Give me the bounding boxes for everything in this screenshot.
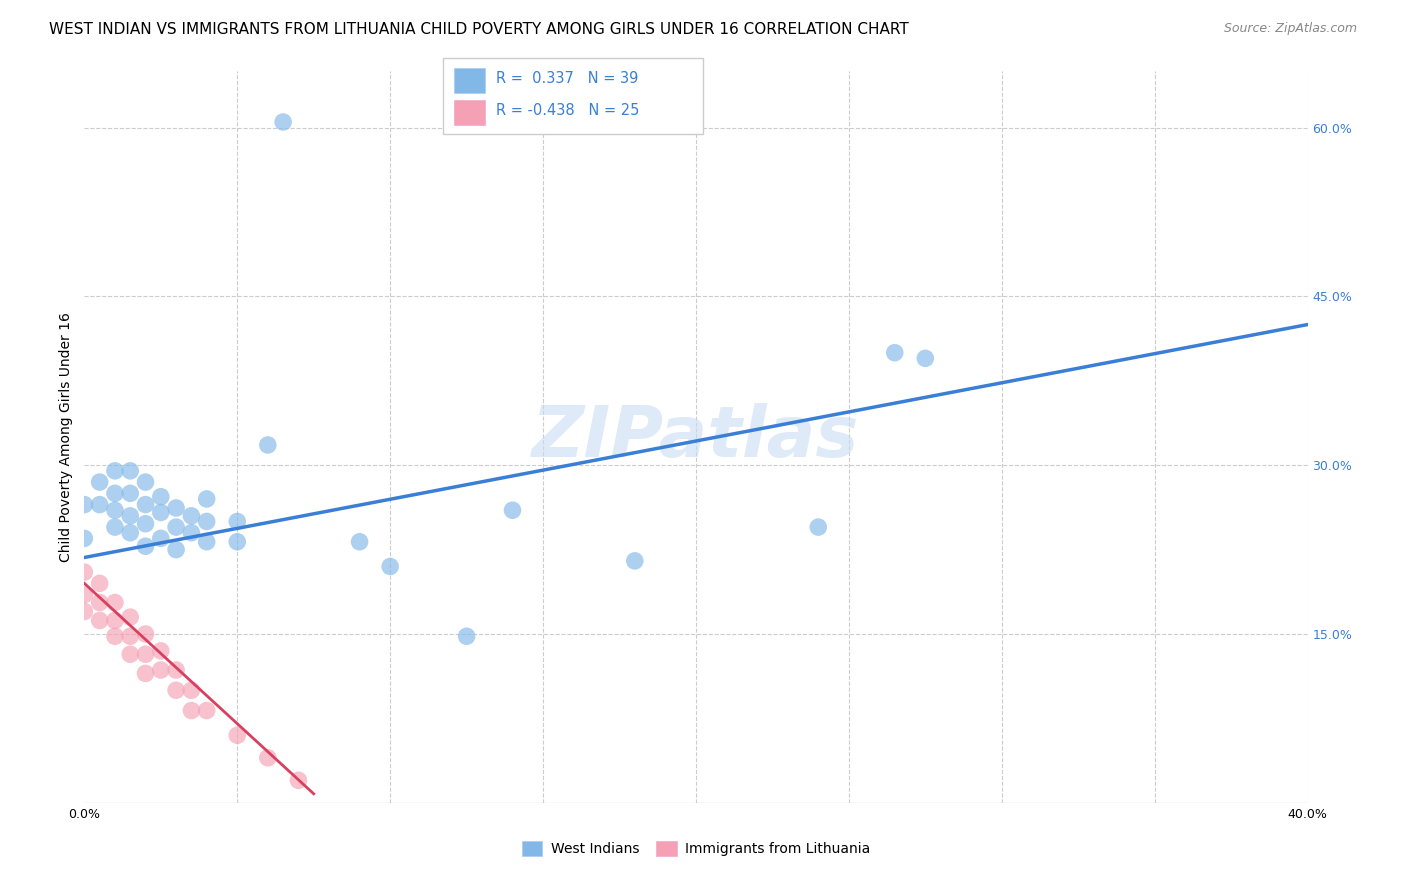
Point bbox=[120, 508, 142, 523]
Point bbox=[104, 503, 127, 517]
Point bbox=[165, 663, 187, 677]
Point bbox=[380, 559, 402, 574]
Point bbox=[120, 464, 142, 478]
Point bbox=[807, 520, 830, 534]
Point bbox=[104, 464, 127, 478]
Point bbox=[180, 683, 202, 698]
Point bbox=[195, 704, 218, 718]
Point bbox=[195, 491, 218, 506]
Text: ZIPatlas: ZIPatlas bbox=[533, 402, 859, 472]
Point bbox=[149, 663, 172, 677]
Point bbox=[149, 506, 172, 520]
Point bbox=[135, 539, 157, 553]
Point bbox=[135, 516, 157, 531]
Point bbox=[149, 490, 172, 504]
Point bbox=[165, 520, 187, 534]
Point bbox=[73, 498, 96, 512]
Y-axis label: Child Poverty Among Girls Under 16: Child Poverty Among Girls Under 16 bbox=[59, 312, 73, 562]
Point bbox=[226, 515, 249, 529]
Point bbox=[135, 647, 157, 661]
Point bbox=[226, 534, 249, 549]
Point bbox=[135, 498, 157, 512]
Point bbox=[624, 554, 647, 568]
Point bbox=[120, 629, 142, 643]
Point bbox=[257, 751, 280, 765]
Point bbox=[287, 773, 309, 788]
Point bbox=[226, 728, 249, 742]
Point bbox=[257, 438, 280, 452]
Point bbox=[135, 475, 157, 489]
Point bbox=[271, 115, 294, 129]
Point bbox=[120, 647, 142, 661]
Point bbox=[165, 500, 187, 515]
Point bbox=[89, 614, 111, 628]
Point bbox=[104, 614, 127, 628]
Point bbox=[73, 605, 96, 619]
Point bbox=[502, 503, 524, 517]
Point bbox=[456, 629, 478, 643]
Point bbox=[104, 486, 127, 500]
Point bbox=[883, 345, 905, 359]
Point bbox=[180, 508, 202, 523]
Point bbox=[135, 627, 157, 641]
Point bbox=[165, 683, 187, 698]
Point bbox=[195, 515, 218, 529]
Point bbox=[89, 498, 111, 512]
Point bbox=[120, 486, 142, 500]
Point bbox=[195, 534, 218, 549]
Point bbox=[165, 542, 187, 557]
Point bbox=[89, 576, 111, 591]
Point bbox=[89, 595, 111, 609]
Legend: West Indians, Immigrants from Lithuania: West Indians, Immigrants from Lithuania bbox=[516, 836, 876, 862]
Point bbox=[149, 532, 172, 546]
Point bbox=[120, 610, 142, 624]
Point bbox=[149, 644, 172, 658]
Text: WEST INDIAN VS IMMIGRANTS FROM LITHUANIA CHILD POVERTY AMONG GIRLS UNDER 16 CORR: WEST INDIAN VS IMMIGRANTS FROM LITHUANIA… bbox=[49, 22, 908, 37]
Point bbox=[180, 525, 202, 540]
Point bbox=[73, 565, 96, 579]
Text: R =  0.337   N = 39: R = 0.337 N = 39 bbox=[496, 71, 638, 87]
Point bbox=[73, 532, 96, 546]
Point bbox=[73, 588, 96, 602]
Point bbox=[349, 534, 371, 549]
Point bbox=[104, 595, 127, 609]
Point bbox=[104, 629, 127, 643]
Point bbox=[89, 475, 111, 489]
Text: R = -0.438   N = 25: R = -0.438 N = 25 bbox=[496, 103, 640, 119]
Point bbox=[120, 525, 142, 540]
Point bbox=[135, 666, 157, 681]
Point bbox=[914, 351, 936, 366]
Text: Source: ZipAtlas.com: Source: ZipAtlas.com bbox=[1223, 22, 1357, 36]
Point bbox=[180, 704, 202, 718]
Point bbox=[104, 520, 127, 534]
